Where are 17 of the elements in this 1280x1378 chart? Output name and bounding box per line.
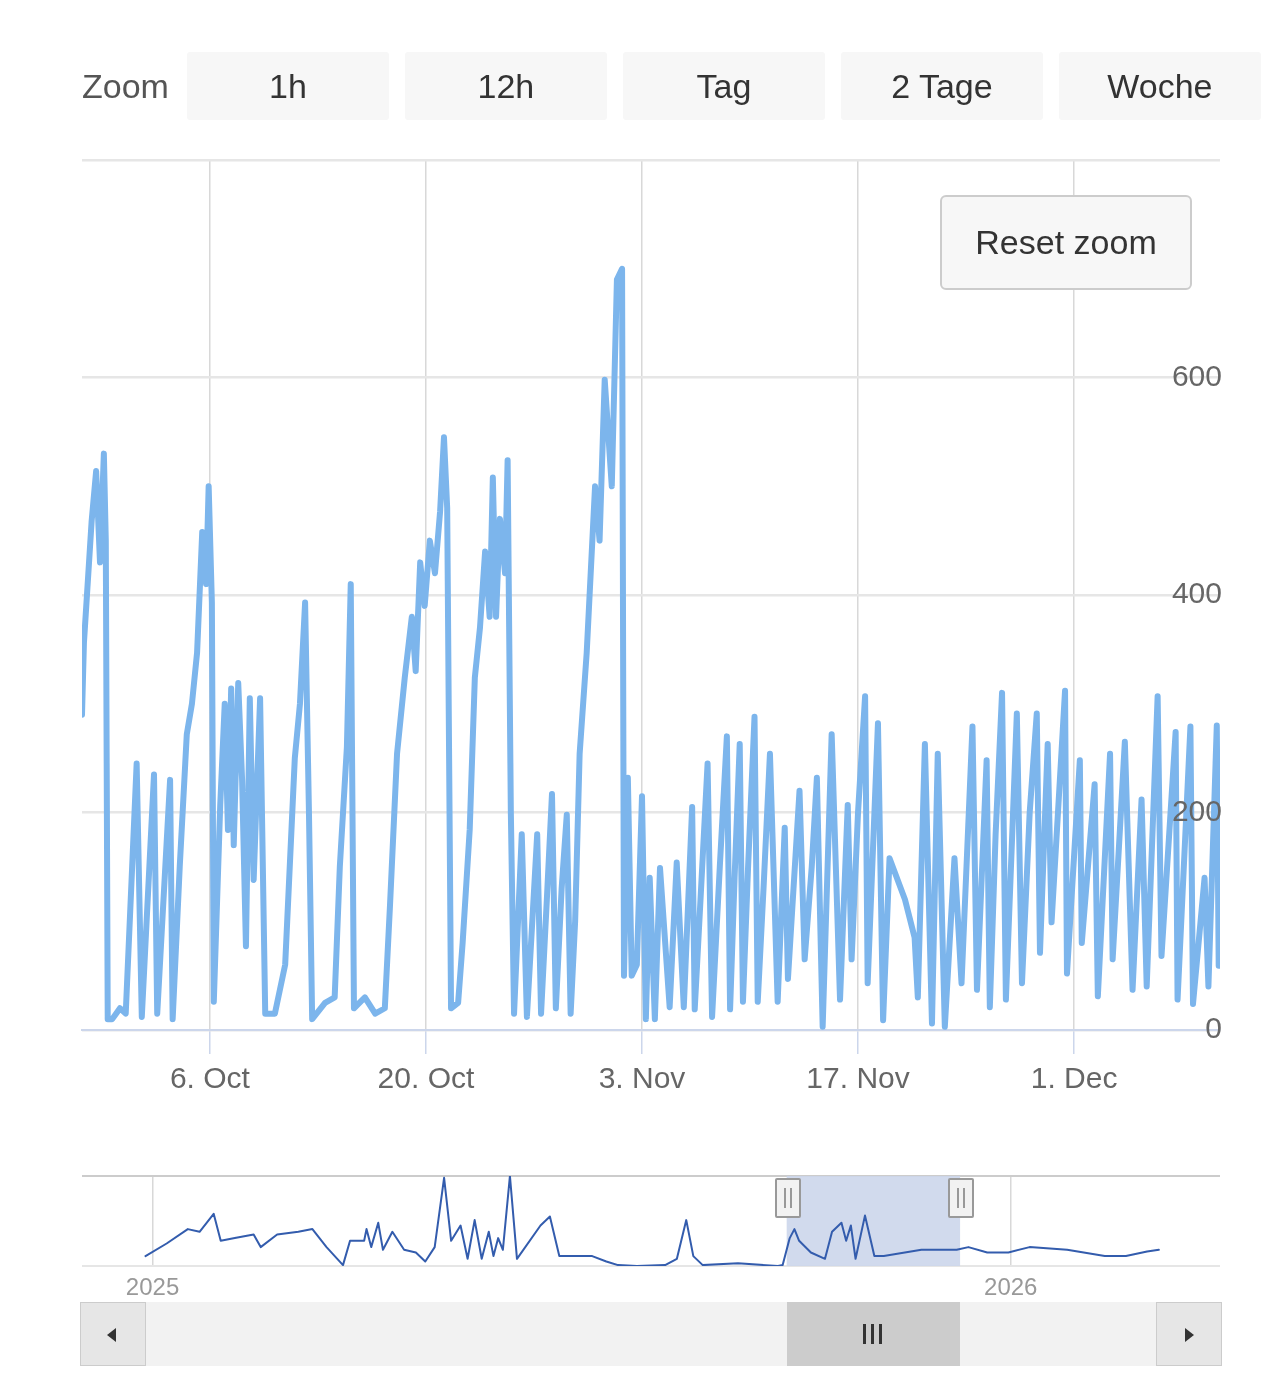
x-tick-label: 1. Dec [1030, 1061, 1118, 1095]
text: 12h [404, 52, 607, 120]
text: 1h [186, 52, 389, 120]
x-tick-label: 2026 [984, 1273, 1038, 1301]
x-tick-label: 20. Oct [377, 1061, 475, 1095]
text: 2 Tage [840, 52, 1043, 120]
annotation: Reset zoom [940, 195, 1192, 290]
x-tick-label: 3. Nov [598, 1061, 686, 1095]
x-tick-label: 17. Nov [806, 1061, 910, 1095]
x-tick-label: 2025 [125, 1273, 180, 1301]
y-tick-label: 400 [1171, 576, 1222, 610]
text: Zoom [82, 66, 169, 106]
text: Tag [622, 52, 825, 120]
y-tick-label: 0 [1205, 1011, 1222, 1045]
text: Woche [1058, 52, 1261, 120]
x-tick-label: 6. Oct [169, 1061, 251, 1095]
y-tick-label: 600 [1171, 358, 1222, 392]
